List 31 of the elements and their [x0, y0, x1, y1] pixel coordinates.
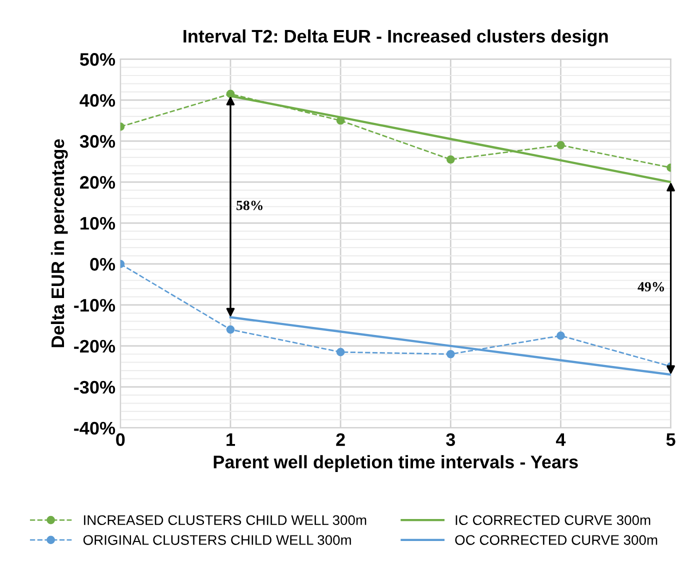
legend-label: INCREASED CLUSTERS CHILD WELL 300m [84, 515, 366, 526]
legend-label: IC CORRECTED CURVE 300m [456, 515, 650, 526]
point [446, 155, 455, 164]
x-tick-label: 2 [336, 433, 345, 446]
point [336, 348, 345, 356]
y-tick-label: 20% [80, 176, 116, 189]
point [226, 325, 235, 334]
chart-title: Interval T2: Delta EUR - Increased clusters design [184, 29, 608, 46]
point [446, 350, 455, 358]
point [556, 140, 565, 150]
y-tick-label: -30% [74, 380, 116, 394]
annotation: 58% [236, 200, 262, 210]
point [556, 332, 565, 340]
y-tick-label: 50% [80, 53, 116, 66]
x-axis-title: Parent well depletion time intervals - Years [214, 455, 578, 472]
y-tick-label: 0% [90, 258, 116, 271]
y-tick-label: -10% [74, 298, 116, 312]
y-axis-title: Delta EUR in percentage [50, 139, 68, 348]
y-tick-label: 30% [80, 134, 116, 148]
x-tick-label: 0 [116, 433, 125, 446]
y-tick-label: 10% [80, 216, 116, 230]
y-tick-label: -40% [74, 422, 116, 435]
x-tick-label: 1 [226, 433, 235, 446]
x-tick-label: 4 [556, 433, 566, 446]
y-tick-label: -20% [74, 340, 116, 353]
x-tick-label: 3 [446, 433, 456, 446]
annotation: 49% [638, 282, 664, 292]
y-tick-label: 40% [80, 94, 116, 107]
legend-label: OC CORRECTED CURVE 300m [455, 535, 658, 545]
legend-label: ORIGINAL CLUSTERS CHILD WELL 300m [83, 535, 351, 545]
x-tick-label: 5 [666, 433, 676, 446]
